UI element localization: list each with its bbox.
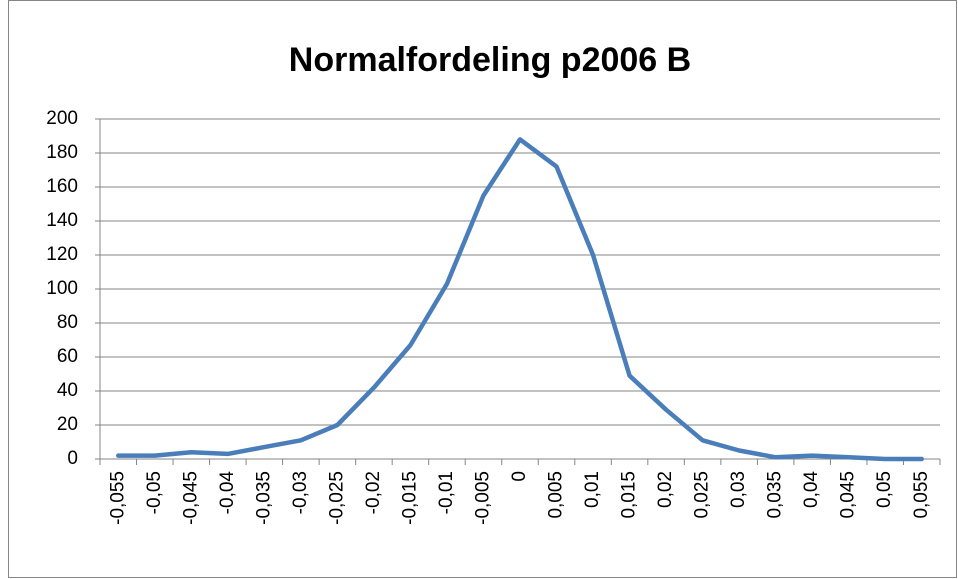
x-tick-label: 0,005 [546, 471, 567, 519]
x-tick-label: -0,05 [144, 471, 165, 514]
x-tick-label: -0,035 [253, 471, 274, 525]
x-tick-label: 0,035 [765, 471, 786, 519]
y-tick-label: 20 [57, 414, 78, 435]
x-tick-label: 0,05 [874, 471, 895, 508]
y-tick-label: 120 [46, 244, 78, 265]
x-tick-label: 0,025 [692, 471, 713, 519]
x-tick-label: 0,03 [728, 471, 749, 508]
y-tick-label: 100 [46, 278, 78, 299]
x-tick-label: -0,055 [107, 471, 128, 525]
x-tick-label: 0,04 [801, 471, 822, 508]
y-tick-label: 180 [46, 142, 78, 163]
x-tick-label: -0,03 [290, 471, 311, 514]
x-tick-label: -0,015 [399, 471, 420, 525]
y-tick-label: 200 [46, 108, 78, 129]
x-tick-label: 0,015 [619, 471, 640, 519]
y-tick-label: 0 [67, 448, 78, 469]
x-tick-label: 0,045 [838, 471, 859, 519]
x-tick-label: 0 [509, 471, 530, 482]
x-tick-label: -0,04 [217, 471, 238, 515]
x-tick-label: -0,01 [436, 471, 457, 514]
x-tick-label: 0,01 [582, 471, 603, 508]
x-tick-label: 0,055 [911, 471, 932, 519]
data-line [116, 137, 924, 462]
y-tick-label: 160 [46, 176, 78, 197]
x-tick-label: -0,025 [326, 471, 347, 525]
y-tick-label: 40 [57, 380, 78, 401]
x-tick-label: 0,02 [655, 471, 676, 508]
x-tick-label: -0,045 [180, 471, 201, 525]
y-tick-label: 80 [57, 312, 78, 333]
y-tick-label: 60 [57, 346, 78, 367]
x-tick-label: -0,005 [472, 471, 493, 525]
x-tick-label: -0,02 [363, 471, 384, 514]
y-tick-label: 140 [46, 210, 78, 231]
chart-title: Normalfordeling p2006 B [289, 41, 691, 79]
